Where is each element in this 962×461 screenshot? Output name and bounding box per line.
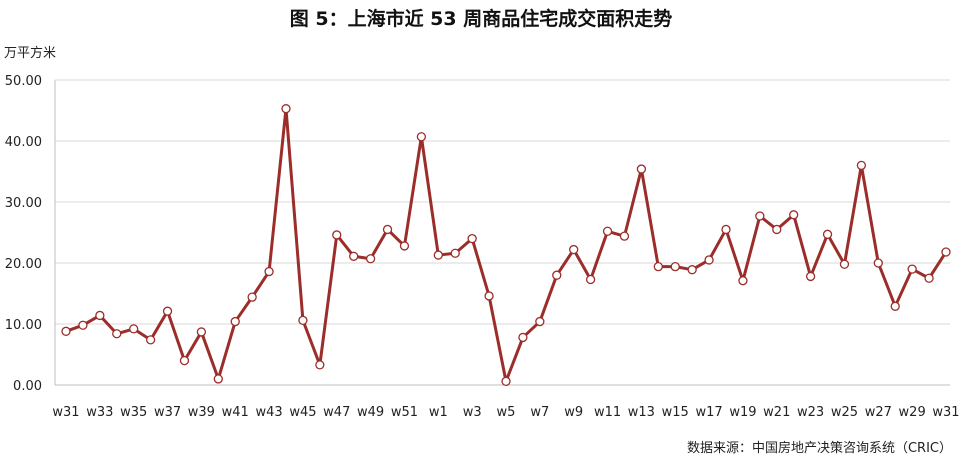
x-tick-label: w13	[628, 405, 655, 420]
y-tick-label: 30.00	[5, 196, 42, 211]
x-tick-label: w5	[497, 405, 516, 420]
x-tick-label: w19	[729, 405, 756, 420]
y-axis-unit-label: 万平方米	[4, 46, 57, 61]
data-point	[315, 360, 325, 370]
data-point	[264, 266, 274, 277]
data-point	[213, 374, 223, 384]
x-axis-ticks: w31 w33 w35 w37 w39 w41 w43 w45 w47 w49 w51 w1 w3 w5 w…	[52, 405, 959, 420]
gridlines	[55, 79, 950, 325]
x-tick-label: w21	[763, 405, 790, 420]
x-tick-label: w7	[530, 405, 549, 420]
data-point	[941, 247, 951, 257]
x-tick-label: w3	[463, 405, 482, 420]
x-tick-label: w37	[154, 405, 181, 420]
data-point	[281, 104, 291, 114]
data-point	[298, 315, 308, 325]
data-point	[569, 244, 579, 255]
axes	[54, 80, 950, 386]
x-tick-label: w27	[865, 405, 892, 420]
data-point	[450, 248, 460, 258]
data-point	[416, 132, 427, 142]
data-point	[924, 273, 934, 283]
data-point	[822, 229, 833, 239]
data-point	[349, 251, 359, 261]
x-tick-label: w29	[899, 405, 926, 420]
data-point	[552, 270, 562, 280]
data-point	[789, 210, 799, 220]
data-point	[602, 226, 613, 236]
data-point	[61, 326, 71, 336]
data-point	[179, 355, 190, 366]
data-point	[247, 292, 257, 302]
x-tick-label: w39	[188, 405, 215, 420]
data-point	[332, 230, 342, 240]
x-tick-label: w33	[86, 405, 113, 420]
x-tick-label: w11	[594, 405, 621, 420]
data-point	[873, 258, 883, 268]
data-point	[738, 276, 748, 286]
series-layer	[61, 104, 951, 386]
data-point	[535, 316, 545, 327]
data-point	[772, 224, 782, 235]
data-point	[704, 255, 714, 265]
x-tick-label: w1	[429, 405, 448, 420]
y-axis-ticks: 0.00 10.00 20.00 30.00 40.00 50.00	[5, 74, 42, 394]
x-tick-label: w49	[357, 405, 384, 420]
source-note: 数据来源：中国房地产决策咨询系统（CRIC）	[686, 441, 952, 456]
data-point	[687, 265, 697, 275]
data-point	[619, 231, 630, 241]
data-point	[585, 274, 596, 285]
x-tick-label: w25	[831, 405, 858, 420]
y-tick-label: 50.00	[5, 74, 42, 89]
data-point	[636, 164, 647, 174]
y-tick-label: 40.00	[5, 135, 42, 150]
x-tick-label: w31	[932, 405, 959, 420]
data-point	[907, 264, 917, 274]
data-point	[95, 310, 105, 321]
data-point	[78, 320, 88, 330]
x-tick-label: w17	[695, 405, 722, 420]
x-tick-label: w43	[255, 405, 282, 420]
data-point	[145, 335, 156, 345]
y-tick-label: 0.00	[13, 379, 42, 394]
x-tick-label: w9	[564, 405, 583, 420]
data-point	[433, 250, 443, 260]
series-line	[65, 107, 948, 383]
data-point	[670, 262, 680, 272]
data-point	[755, 211, 765, 221]
data-point	[721, 224, 731, 235]
data-point	[856, 160, 867, 171]
y-tick-label: 20.00	[5, 257, 42, 272]
data-point	[467, 233, 477, 244]
data-point	[890, 301, 900, 311]
data-point	[196, 327, 207, 337]
data-point	[501, 376, 511, 386]
data-point	[518, 332, 528, 343]
x-tick-label: w47	[323, 405, 350, 420]
y-tick-label: 10.00	[5, 318, 42, 333]
chart-title: 图 5：上海市近 53 周商品住宅成交面积走势	[289, 8, 673, 30]
x-tick-label: w51	[391, 405, 418, 420]
data-point	[129, 324, 139, 334]
data-point	[653, 262, 663, 272]
x-tick-label: w35	[120, 405, 147, 420]
x-tick-label: w41	[222, 405, 249, 420]
x-tick-label: w45	[289, 405, 316, 420]
data-point	[839, 259, 850, 269]
data-point	[399, 241, 410, 251]
x-tick-label: w31	[52, 405, 79, 420]
x-tick-label: w15	[662, 405, 689, 420]
data-point	[112, 329, 122, 339]
data-point	[382, 224, 393, 235]
x-tick-label: w23	[797, 405, 824, 420]
data-point	[805, 271, 816, 282]
data-point	[230, 316, 240, 327]
data-point	[365, 254, 376, 264]
data-point	[162, 306, 173, 316]
data-point	[484, 291, 494, 301]
